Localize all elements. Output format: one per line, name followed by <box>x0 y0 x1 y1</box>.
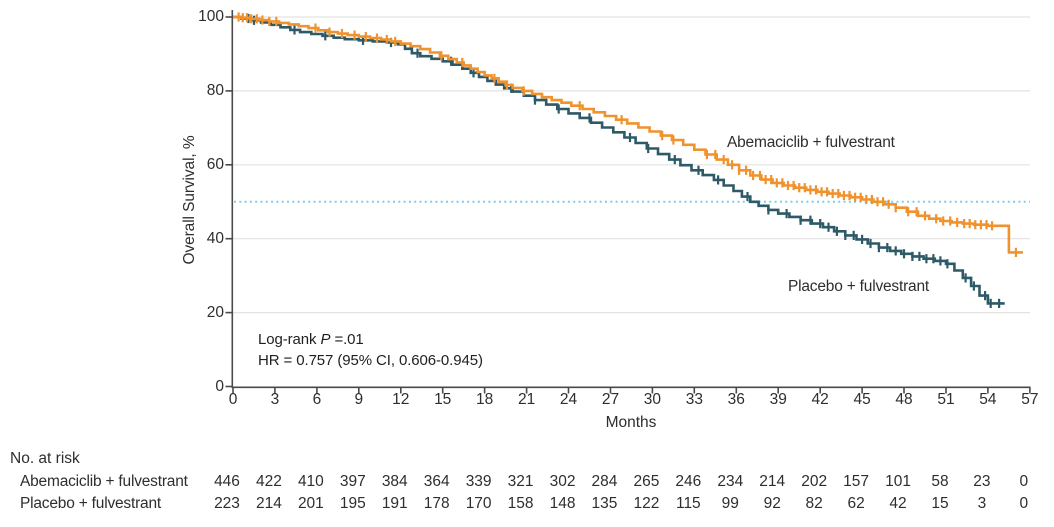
risk-row-label-abemaciclib: Abemaciclib + fulvestrant <box>20 473 188 490</box>
hazard-ratio-annotation: HR = 0.757 (95% CI, 0.606-0.945) <box>258 352 483 369</box>
x-tick-label: 36 <box>727 391 745 408</box>
x-tick-label: 15 <box>434 391 452 408</box>
risk-count: 178 <box>423 495 450 512</box>
x-tick-label: 33 <box>685 391 703 408</box>
risk-count: 92 <box>763 495 781 512</box>
risk-count: 302 <box>549 473 576 490</box>
risk-count: 15 <box>931 495 949 512</box>
x-tick-label: 27 <box>601 391 620 408</box>
risk-count: 158 <box>507 495 534 512</box>
placebo-curve-label: Placebo + fulvestrant <box>788 278 929 295</box>
risk-count: 321 <box>507 473 534 490</box>
logrank-prefix: Log-rank <box>258 331 321 348</box>
risk-count: 284 <box>591 473 618 490</box>
risk-count: 82 <box>805 495 823 512</box>
risk-count: 157 <box>843 473 870 490</box>
y-tick-label: 80 <box>206 81 224 99</box>
risk-count: 422 <box>256 473 282 490</box>
x-tick-label: 30 <box>643 391 662 408</box>
logrank-value: =.01 <box>330 331 364 348</box>
y-tick-label: 0 <box>215 377 224 395</box>
risk-count: 223 <box>214 495 240 512</box>
risk-count: 339 <box>465 473 492 490</box>
risk-row-abemaciclib: Abemaciclib + fulvestrant 446 422 410 397 38… <box>0 473 1054 493</box>
risk-count: 364 <box>423 473 450 490</box>
x-tick-label: 18 <box>476 391 494 408</box>
risk-count: 0 <box>1019 473 1029 490</box>
risk-count: 115 <box>675 495 701 512</box>
risk-count: 23 <box>973 473 991 490</box>
x-tick-label: 42 <box>811 391 829 408</box>
logrank-p-symbol: P <box>320 331 331 348</box>
risk-count: 410 <box>297 473 324 490</box>
risk-count: 234 <box>717 473 744 490</box>
risk-count: 384 <box>381 473 408 490</box>
x-tick-label: 57 <box>1021 391 1039 408</box>
risk-count: 201 <box>297 495 324 512</box>
risk-count: 246 <box>675 473 702 490</box>
x-axis-title: Months <box>605 414 657 431</box>
y-tick-label: 40 <box>206 229 224 247</box>
risk-row-placebo: Placebo + fulvestrant 223 214 201 195 191 178… <box>0 495 1054 515</box>
x-tick-label: 51 <box>937 391 955 408</box>
risk-count: 62 <box>847 495 865 512</box>
x-tick-label: 24 <box>559 391 578 408</box>
survival-curve-placebo <box>233 15 1005 305</box>
x-tick-label: 9 <box>354 391 364 408</box>
x-tick-label: 39 <box>769 391 787 408</box>
risk-row-label-placebo: Placebo + fulvestrant <box>20 495 161 512</box>
risk-count: 99 <box>721 495 739 512</box>
x-tick-label: 21 <box>517 391 536 408</box>
risk-count: 170 <box>465 495 492 512</box>
y-tick-label: 60 <box>206 155 224 173</box>
risk-count: 397 <box>339 473 366 490</box>
risk-count: 0 <box>1019 495 1029 512</box>
risk-count: 135 <box>591 495 618 512</box>
risk-count: 191 <box>381 495 408 512</box>
x-tick-label: 45 <box>853 391 871 408</box>
risk-table-title: No. at risk <box>10 450 80 467</box>
risk-count: 58 <box>931 473 949 490</box>
risk-count: 446 <box>214 473 240 490</box>
x-tick-label: 3 <box>270 391 280 408</box>
abemaciclib-curve-label: Abemaciclib + fulvestrant <box>727 134 895 151</box>
x-tick-label: 48 <box>895 391 913 408</box>
risk-count: 202 <box>801 473 828 490</box>
risk-count: 265 <box>633 473 660 490</box>
risk-count: 42 <box>889 495 907 512</box>
risk-count: 195 <box>339 495 366 512</box>
risk-count: 3 <box>977 495 987 512</box>
y-tick-label: 20 <box>206 303 224 321</box>
logrank-annotation: Log-rank P =.01 <box>258 331 364 348</box>
survival-curve-abemaciclib <box>233 15 1023 254</box>
x-tick-label: 0 <box>228 391 238 408</box>
risk-count: 122 <box>633 495 660 512</box>
risk-count: 214 <box>256 495 282 512</box>
risk-count: 148 <box>549 495 576 512</box>
y-tick-label: 100 <box>198 8 224 25</box>
x-tick-label: 54 <box>979 391 997 408</box>
risk-count: 214 <box>759 473 786 490</box>
x-tick-label: 6 <box>312 391 322 408</box>
risk-count: 101 <box>885 473 911 490</box>
x-tick-label: 12 <box>392 391 410 408</box>
